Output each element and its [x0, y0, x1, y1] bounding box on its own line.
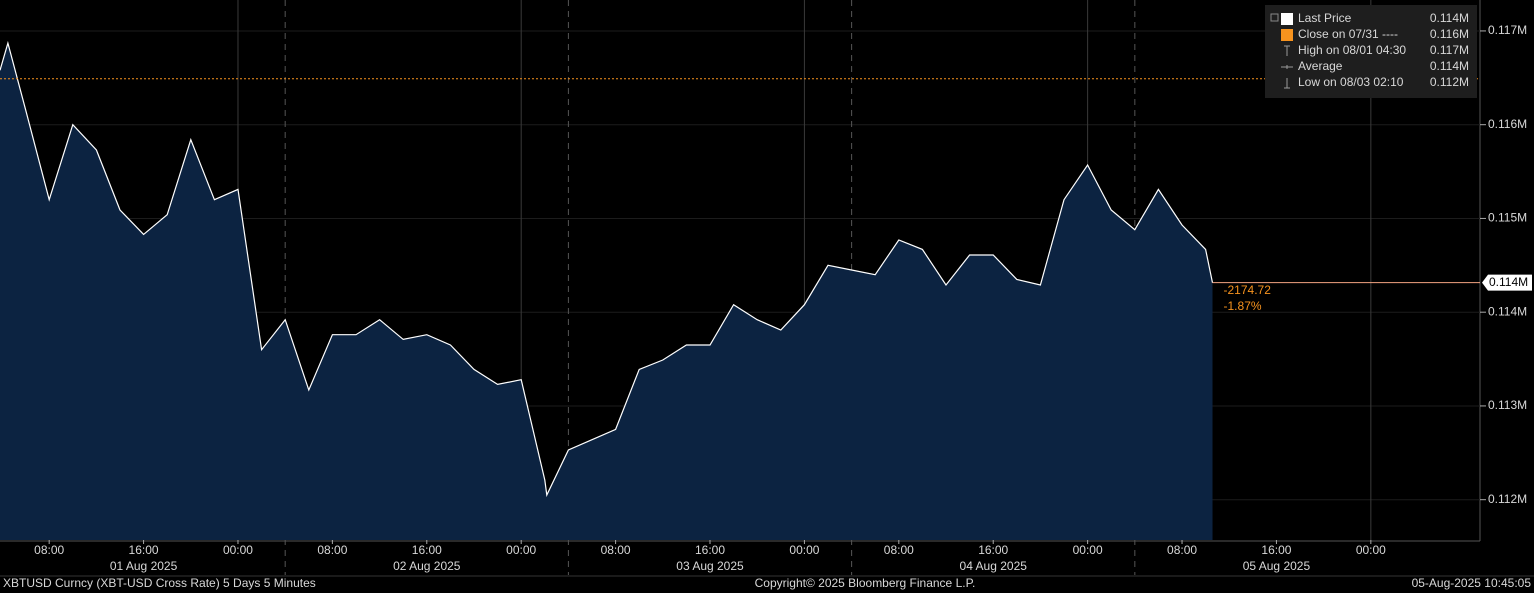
legend-label: High on 08/01 04:30 [1298, 43, 1406, 57]
footer-left: XBTUSD Curncy (XBT-USD Cross Rate) 5 Day… [3, 576, 316, 590]
area [0, 43, 1213, 540]
legend-label: Low on 08/03 02:10 [1298, 75, 1404, 89]
x-tick-label: 00:00 [1073, 543, 1103, 557]
legend-toggle [1270, 13, 1279, 22]
legend-marker [1281, 65, 1293, 69]
last-price-label: 0.114M [1489, 275, 1528, 289]
x-tick-label: 16:00 [695, 543, 725, 557]
legend-marker [1284, 45, 1290, 56]
x-tick-label: 00:00 [506, 543, 536, 557]
y-tick-label: 0.117M [1488, 23, 1527, 37]
x-tick-label: 16:00 [1261, 543, 1291, 557]
y-tick-label: 0.116M [1488, 117, 1527, 131]
price-line [0, 40, 1214, 498]
x-tick-label: 08:00 [601, 543, 631, 557]
change-annotation: -2174.72 [1224, 283, 1272, 297]
date-label: 01 Aug 2025 [110, 559, 178, 573]
legend-label: Close on 07/31 ---- [1298, 27, 1398, 41]
legend-label: Last Price [1298, 11, 1352, 25]
x-tick-label: 00:00 [789, 543, 819, 557]
legend-marker [1284, 78, 1290, 89]
legend-value: 0.116M [1430, 27, 1469, 41]
x-tick-label: 00:00 [1356, 543, 1386, 557]
y-tick-label: 0.113M [1488, 398, 1527, 412]
date-label: 02 Aug 2025 [393, 559, 461, 573]
legend-value: 0.117M [1430, 43, 1469, 57]
change-annotation: -1.87% [1224, 299, 1262, 313]
legend-marker [1281, 13, 1293, 25]
x-tick-label: 16:00 [129, 543, 159, 557]
y-tick-label: 0.114M [1488, 304, 1527, 318]
x-tick-label: 16:00 [978, 543, 1008, 557]
legend-box [1265, 5, 1477, 98]
footer-center: Copyright© 2025 Bloomberg Finance L.P. [755, 576, 976, 590]
footer-right: 05-Aug-2025 10:45:05 [1412, 576, 1532, 590]
x-tick-label: 08:00 [1167, 543, 1197, 557]
legend-value: 0.112M [1430, 75, 1469, 89]
date-label: 04 Aug 2025 [960, 559, 1028, 573]
legend-value: 0.114M [1430, 11, 1469, 25]
date-label: 05 Aug 2025 [1243, 559, 1311, 573]
date-label: 03 Aug 2025 [676, 559, 744, 573]
x-tick-label: 00:00 [223, 543, 253, 557]
legend-label: Average [1298, 59, 1343, 73]
last-price-box [1482, 274, 1532, 291]
x-tick-label: 16:00 [412, 543, 442, 557]
x-tick-label: 08:00 [317, 543, 347, 557]
x-tick-label: 08:00 [884, 543, 914, 557]
y-tick-label: 0.112M [1488, 492, 1527, 506]
x-tick-label: 08:00 [34, 543, 64, 557]
legend-marker [1281, 29, 1293, 41]
legend-value: 0.114M [1430, 59, 1469, 73]
y-tick-label: 0.115M [1488, 211, 1527, 225]
